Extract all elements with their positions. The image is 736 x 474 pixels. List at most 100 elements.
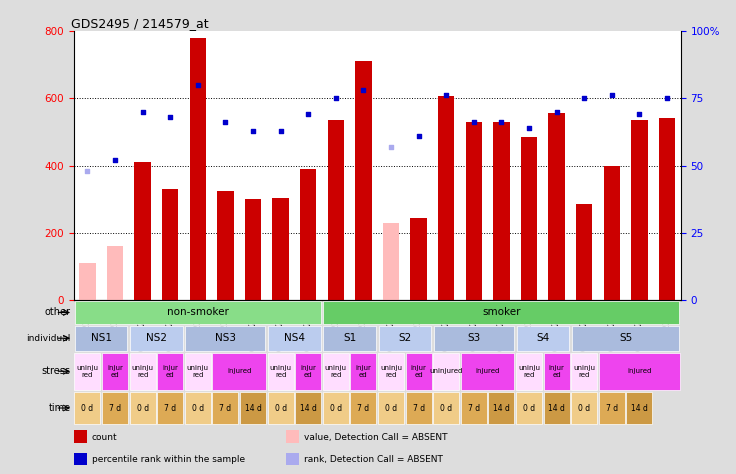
Point	[606, 91, 618, 99]
Bar	[599, 353, 680, 390]
Bar	[158, 392, 183, 424]
Bar	[411, 218, 427, 300]
Bar	[244, 199, 261, 300]
Bar	[217, 191, 234, 300]
Text: injur
ed: injur ed	[355, 365, 372, 378]
Text: 0 d: 0 d	[523, 403, 535, 412]
Bar	[378, 326, 431, 351]
Bar	[544, 353, 570, 390]
Bar	[406, 353, 431, 390]
Bar	[548, 113, 565, 300]
Text: other: other	[45, 308, 71, 318]
Text: uninjured: uninjured	[430, 368, 463, 374]
Bar	[185, 326, 266, 351]
Bar	[323, 353, 349, 390]
Bar	[130, 353, 155, 390]
Point	[661, 94, 673, 102]
Bar	[493, 122, 509, 300]
Bar	[268, 326, 321, 351]
Bar	[571, 392, 597, 424]
Point	[164, 113, 176, 121]
Text: 0 d: 0 d	[330, 403, 342, 412]
Point	[468, 118, 480, 126]
Text: NS4: NS4	[284, 333, 305, 343]
Bar	[434, 392, 459, 424]
Bar	[323, 392, 349, 424]
Text: 14 d: 14 d	[493, 403, 510, 412]
Bar	[75, 326, 127, 351]
Bar	[295, 392, 321, 424]
Text: injur
ed: injur ed	[162, 365, 178, 378]
Text: 0 d: 0 d	[192, 403, 204, 412]
Text: 14 d: 14 d	[244, 403, 261, 412]
Point	[275, 127, 286, 134]
Point	[578, 94, 590, 102]
Text: 7 d: 7 d	[358, 403, 369, 412]
Text: uninju
red: uninju red	[269, 365, 291, 378]
Point	[523, 124, 535, 132]
Bar	[350, 392, 376, 424]
Text: injur
ed: injur ed	[411, 365, 427, 378]
Bar	[213, 353, 266, 390]
Bar	[489, 392, 514, 424]
Text: S3: S3	[467, 333, 481, 343]
Bar	[102, 353, 128, 390]
Bar	[158, 353, 183, 390]
Bar	[516, 353, 542, 390]
Text: 7 d: 7 d	[468, 403, 480, 412]
Bar	[355, 61, 372, 300]
Bar	[79, 263, 96, 300]
Text: 14 d: 14 d	[631, 403, 648, 412]
Point	[634, 110, 645, 118]
Text: stress: stress	[41, 366, 71, 376]
Point	[358, 86, 369, 94]
Bar	[75, 301, 321, 324]
Text: S5: S5	[619, 333, 632, 343]
Point	[137, 108, 149, 116]
Text: smoker: smoker	[482, 308, 520, 318]
Text: NS2: NS2	[146, 333, 167, 343]
Point	[247, 127, 259, 134]
Bar	[213, 392, 238, 424]
Bar	[461, 353, 514, 390]
Text: S2: S2	[398, 333, 411, 343]
Text: value, Detection Call = ABSENT: value, Detection Call = ABSENT	[305, 433, 447, 442]
Point	[82, 167, 93, 175]
Bar	[240, 392, 266, 424]
Text: NS1: NS1	[91, 333, 112, 343]
Text: count: count	[92, 433, 118, 442]
Bar	[544, 392, 570, 424]
Bar	[74, 430, 87, 443]
Bar	[378, 353, 404, 390]
Bar	[268, 392, 294, 424]
Point	[109, 156, 121, 164]
Text: 7 d: 7 d	[413, 403, 425, 412]
Point	[551, 108, 562, 116]
Bar	[350, 353, 376, 390]
Text: percentile rank within the sample: percentile rank within the sample	[92, 455, 245, 464]
Text: GDS2495 / 214579_at: GDS2495 / 214579_at	[71, 17, 208, 30]
Text: 7 d: 7 d	[164, 403, 176, 412]
Bar	[130, 326, 183, 351]
Text: NS3: NS3	[215, 333, 236, 343]
Text: 0 d: 0 d	[440, 403, 452, 412]
Bar	[461, 392, 486, 424]
Text: injured: injured	[227, 368, 252, 374]
Bar	[74, 353, 100, 390]
Bar	[130, 392, 155, 424]
Bar	[517, 326, 569, 351]
Bar	[323, 301, 679, 324]
Point	[219, 118, 231, 126]
Bar	[185, 353, 210, 390]
Bar	[521, 137, 537, 300]
Point	[495, 118, 507, 126]
Text: uninju
red: uninju red	[77, 365, 99, 378]
Bar	[631, 120, 648, 300]
Point	[330, 94, 342, 102]
Bar	[300, 169, 316, 300]
Bar	[434, 326, 514, 351]
Bar	[190, 37, 206, 300]
Text: 7 d: 7 d	[606, 403, 618, 412]
Bar	[516, 392, 542, 424]
Bar	[268, 353, 294, 390]
